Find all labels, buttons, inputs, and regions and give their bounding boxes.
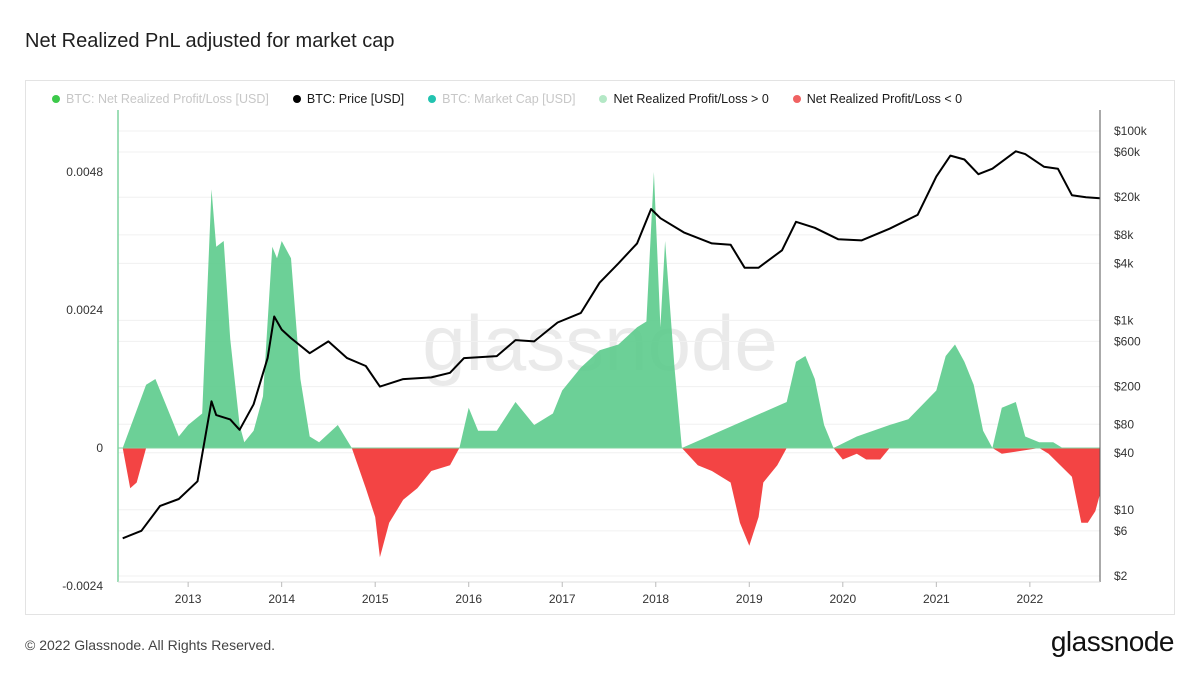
profit-area [122, 172, 1063, 448]
legend-loss[interactable]: Net Realized Profit/Loss < 0 [792, 92, 963, 106]
y-right-tick-label: $200 [1114, 380, 1141, 394]
y-right-tick-label: $2 [1114, 569, 1128, 583]
x-tick-label: 2016 [455, 592, 482, 606]
x-tick-label: 2015 [362, 592, 389, 606]
copyright-text: © 2022 Glassnode. All Rights Reserved. [25, 637, 276, 653]
legend-profit[interactable]: Net Realized Profit/Loss > 0 [599, 92, 769, 106]
legend-market-cap-label: BTC: Market Cap [USD] [442, 92, 576, 106]
x-tick-label: 2021 [923, 592, 950, 606]
legend-btc-price-label: BTC: Price [USD] [306, 92, 405, 106]
x-tick-label: 2013 [175, 592, 202, 606]
legend-btc-price[interactable]: BTC: Price [USD] [292, 92, 405, 106]
legend-market-cap-dot [428, 95, 437, 103]
chart-legend: BTC: Net Realized Profit/Loss [USD] BTC: … [52, 92, 962, 106]
legend-market-cap[interactable]: BTC: Market Cap [USD] [428, 92, 575, 106]
x-tick-label: 2014 [268, 592, 295, 606]
legend-net-realized-pnl-label: BTC: Net Realized Profit/Loss [USD] [66, 92, 269, 106]
y-right-tick-label: $600 [1114, 334, 1141, 348]
y-right-tick-label: $100k [1114, 124, 1148, 138]
y-right-tick-label: $60k [1114, 145, 1141, 159]
x-tick-label: 2022 [1017, 592, 1044, 606]
y-right-tick-label: $80 [1114, 417, 1134, 431]
y-right-tick-label: $6 [1114, 524, 1128, 538]
legend-profit-label: Net Realized Profit/Loss > 0 [613, 92, 769, 106]
y-right-tick-label: $40 [1114, 446, 1134, 460]
legend-loss-label: Net Realized Profit/Loss < 0 [806, 92, 963, 106]
y-left-tick-label: -0.0024 [62, 579, 103, 593]
legend-loss-dot [792, 95, 801, 103]
legend-net-realized-pnl-dot [52, 95, 60, 103]
x-tick-label: 2019 [736, 592, 763, 606]
y-right-tick-label: $8k [1114, 228, 1134, 242]
legend-profit-dot [599, 95, 608, 103]
chart-title: Net Realized PnL adjusted for market cap [25, 30, 395, 52]
y-right-tick-label: $1k [1114, 313, 1134, 327]
y-right-tick-label: $4k [1114, 256, 1134, 270]
y-left-tick-label: 0.0048 [66, 165, 103, 179]
glassnode-logo: glassnode [1050, 626, 1175, 657]
y-right-tick-label: $10 [1114, 503, 1134, 517]
price-line [122, 150, 1101, 540]
x-tick-label: 2020 [829, 592, 856, 606]
legend-btc-price-dot [292, 95, 301, 103]
y-right-tick-label: $20k [1114, 190, 1141, 204]
y-left-tick-label: 0.0024 [66, 303, 103, 317]
y-left-tick-label: 0 [96, 441, 103, 455]
x-tick-label: 2017 [549, 592, 576, 606]
legend-net-realized-pnl[interactable]: BTC: Net Realized Profit/Loss [USD] [52, 92, 269, 106]
x-tick-label: 2018 [642, 592, 669, 606]
loss-area [122, 448, 1100, 558]
